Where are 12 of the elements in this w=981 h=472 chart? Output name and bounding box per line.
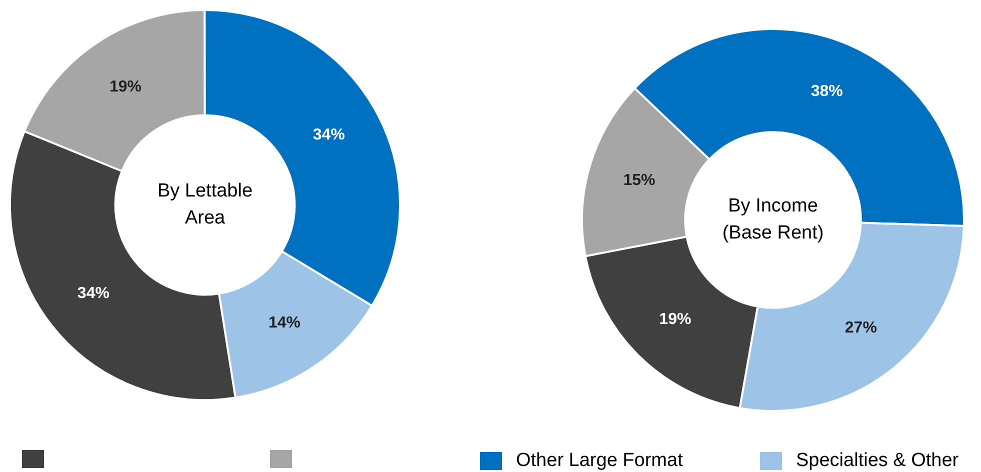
legend-label: Other Large Format xyxy=(516,450,683,472)
data-label: 34% xyxy=(77,284,110,302)
data-label: 15% xyxy=(623,172,656,190)
data-label: 19% xyxy=(109,78,142,96)
data-label: 38% xyxy=(810,82,843,100)
legend-label: Specialties & Other xyxy=(796,450,959,472)
data-label: 27% xyxy=(844,320,877,337)
data-label: 34% xyxy=(312,126,345,144)
text: By Income (Base Rent) xyxy=(722,196,824,244)
data-label: 14% xyxy=(268,314,301,332)
text: By Lettable Area xyxy=(157,180,253,229)
data-label: 19% xyxy=(659,310,692,328)
